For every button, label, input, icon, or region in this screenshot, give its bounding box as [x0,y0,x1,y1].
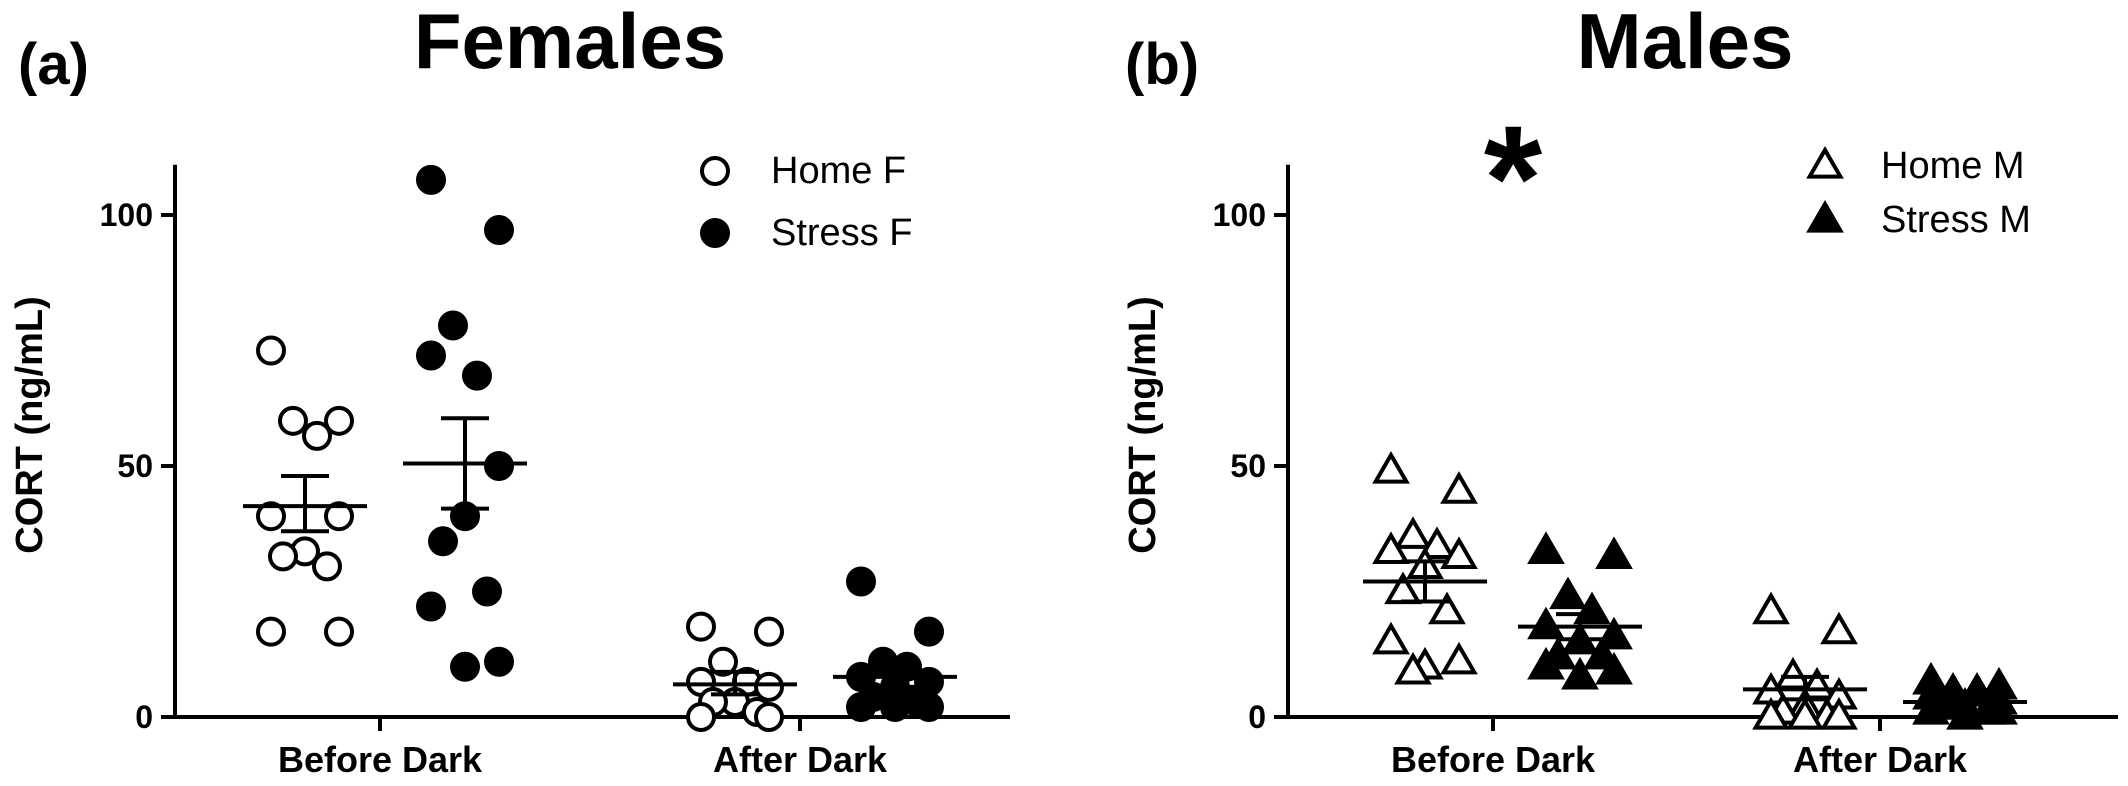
data-point [450,651,480,682]
data-point [1372,621,1410,655]
data-point [462,360,492,391]
data-point [1549,576,1587,610]
legend-marker [700,156,730,186]
panel-males: (b) Males CORT (ng/mL) * 0 50 100 Before Da… [1122,0,2118,780]
data-point [1372,451,1410,484]
data-point [278,405,308,436]
data-point [1394,651,1432,685]
data-point [1527,531,1565,564]
data-point [256,335,286,366]
y-tick-label: 100 [1213,197,1266,233]
data-point [1440,471,1478,504]
data-point [1752,697,1790,730]
data-point [416,591,446,622]
panel-title-females: Females [414,0,726,85]
data-point [484,451,514,481]
data-point [1527,646,1565,680]
data-point [312,551,342,582]
panel-label-a: (a) [18,32,89,97]
data-point [484,215,514,246]
data-point [416,340,446,371]
data-point [324,405,354,436]
data-point [302,420,332,451]
y-tick-label: 50 [117,448,153,484]
data-point [1595,536,1633,569]
data-point [914,616,944,647]
data-point [1394,516,1432,549]
marks-b [1363,451,2027,730]
data-point [686,702,716,732]
data-point [1561,656,1599,690]
data-point [428,526,458,557]
data-point [1946,697,1984,730]
axes-a: 0 50 100 Before Dark After Dark [100,164,1010,780]
data-point [438,310,468,341]
panel-females: (a) Females CORT (ng/mL) 0 50 100 Before Da… [9,0,1010,780]
data-point [846,691,876,722]
data-point [1786,697,1824,730]
data-point [472,576,502,607]
y-tick-label: 0 [1248,699,1266,735]
data-point [416,164,446,195]
marks-a [243,164,957,732]
data-point [256,501,286,532]
data-point [1440,641,1478,675]
data-point [256,616,286,647]
data-point [754,671,784,702]
data-point [1980,692,2018,725]
legend-marker [1806,146,1844,179]
y-tick-label: 50 [1230,448,1266,484]
x-tick-label: Before Dark [1391,739,1596,780]
data-point [1752,591,1790,625]
legend-label: Stress M [1881,199,2031,241]
legend-a: Home F Stress F [700,150,912,254]
data-point [1440,536,1478,569]
y-tick-label: 100 [100,197,153,233]
axes-b: 0 50 100 Before Dark After Dark [1213,164,2118,780]
data-point [484,646,514,677]
data-point [1428,591,1466,625]
legend-label: Home M [1881,145,2025,187]
data-point [754,702,784,732]
x-tick-label: Before Dark [278,739,483,780]
data-point [1912,692,1950,725]
y-tick-label: 0 [135,699,153,735]
y-axis-label-b: CORT (ng/mL) [1122,296,1164,554]
legend-label: Home F [771,150,906,192]
data-point [754,616,784,647]
data-point [1595,616,1633,650]
legend-marker [1806,200,1844,233]
data-point [914,691,944,722]
data-point [1418,526,1456,559]
data-point [268,541,298,572]
data-point [1820,697,1858,730]
data-point [1527,606,1565,640]
data-point [1820,611,1858,645]
data-point [846,566,876,597]
data-point [686,611,716,642]
data-point [880,691,910,722]
x-tick-label: After Dark [713,739,888,780]
legend-b: Home M Stress M [1806,145,2031,241]
data-point [708,646,738,677]
panel-title-males: Males [1577,0,1794,85]
x-tick-label: After Dark [1793,739,1968,780]
significance-asterisk: * [1484,94,1543,262]
y-axis-label-a: CORT (ng/mL) [9,296,51,554]
data-point [324,501,354,532]
data-point [1372,531,1410,564]
legend-marker [700,218,730,248]
legend-label: Stress F [771,212,912,254]
panel-label-b: (b) [1125,32,1199,97]
data-point [324,616,354,647]
data-point [1595,651,1633,685]
